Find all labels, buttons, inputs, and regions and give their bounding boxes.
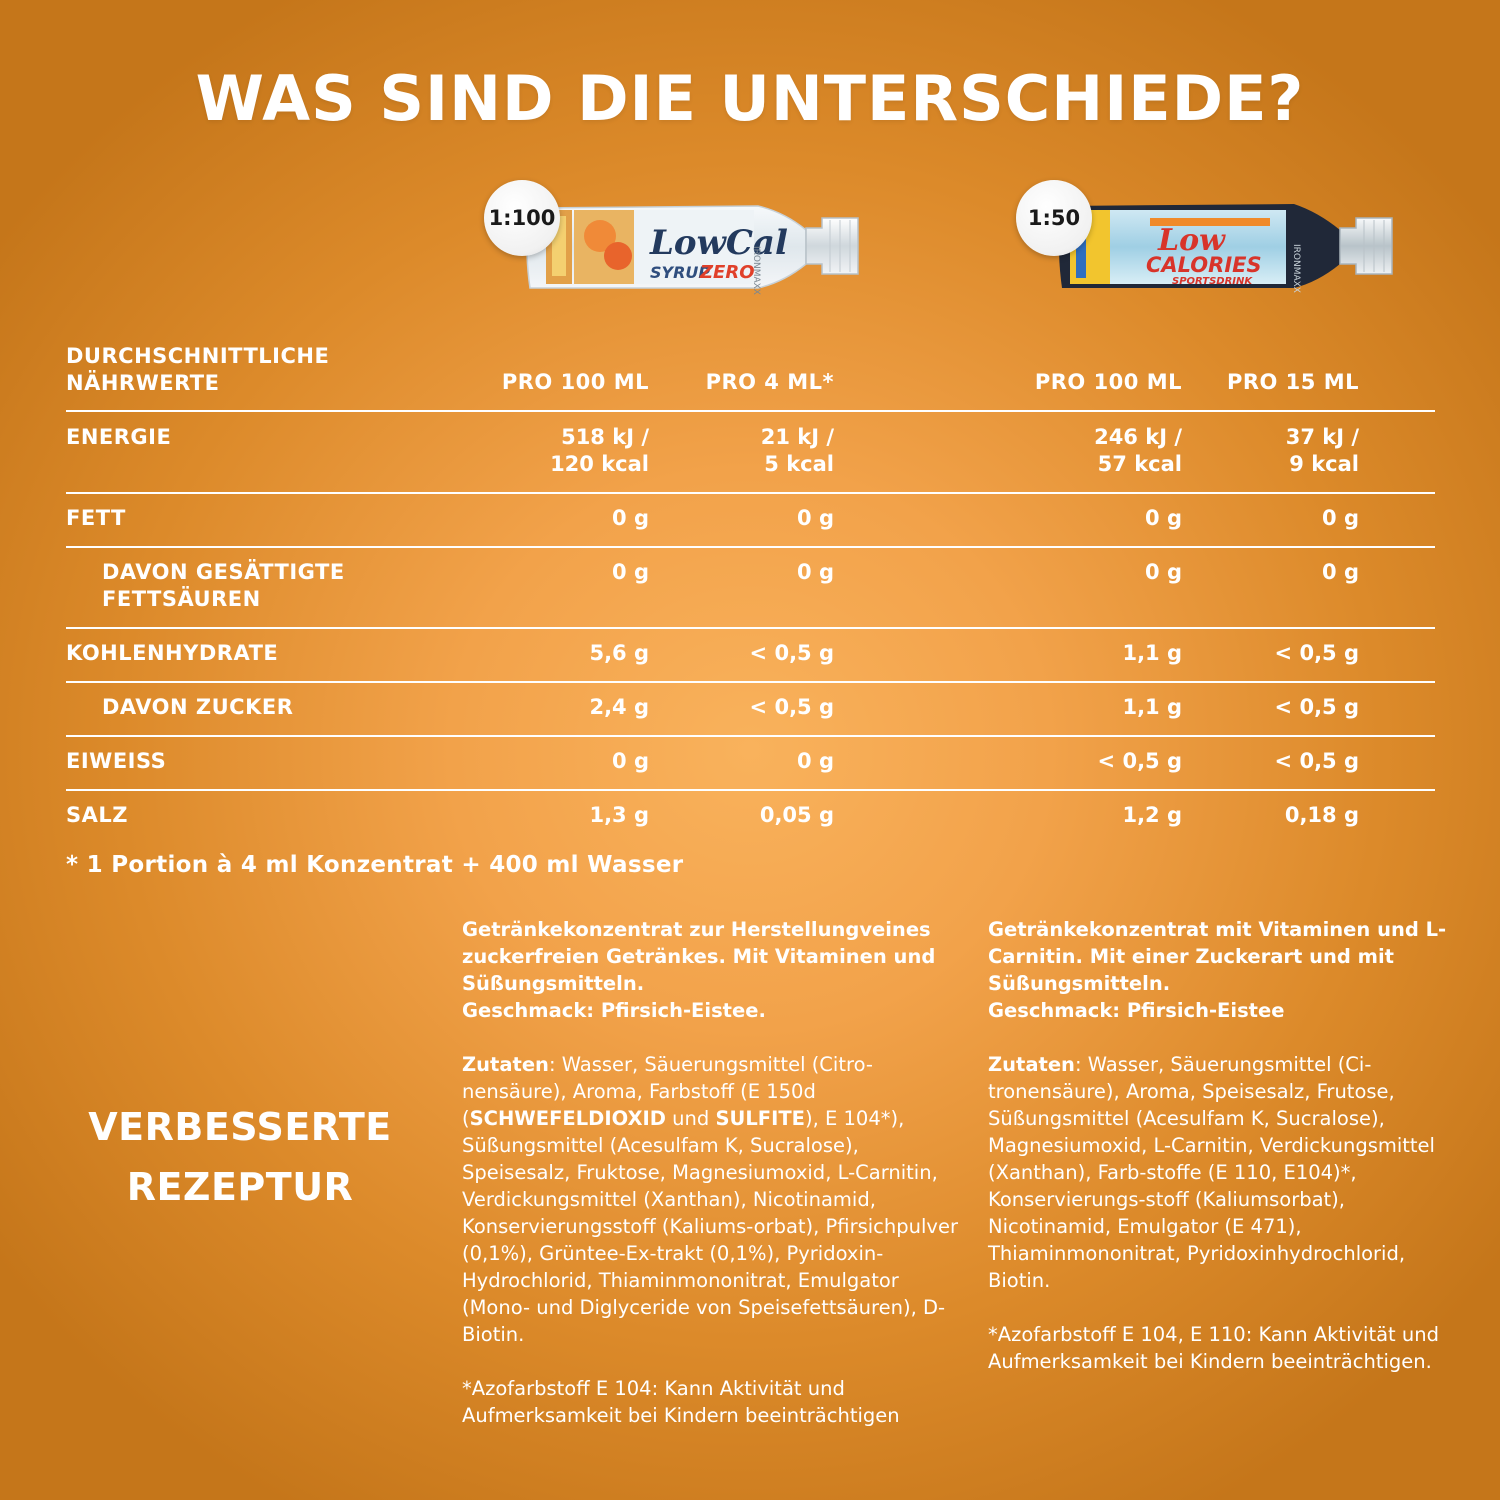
cell-value: 0 g (612, 506, 649, 530)
cell-value: < 0,5 g (749, 695, 834, 719)
low-calories-bottle-image: Low CALORIES SPORTSDRINK IRONMAXX (1059, 204, 1393, 293)
cell-value: 0,05 g (759, 803, 834, 827)
row-label: ENERGIE (66, 425, 172, 449)
description-lowcal: Getränkekonzentrat zur Herstellungveines… (462, 916, 972, 1456)
cell-value: 0 g (612, 560, 649, 584)
cell-value: 21 kJ / 5 kcal (760, 425, 834, 476)
cell-value: 2,4 g (589, 695, 649, 719)
cell-value: 0 g (612, 749, 649, 773)
description-taste: Geschmack: Pfirsich-Eistee. (462, 999, 766, 1022)
ratio-badge: 1:100 (484, 180, 560, 256)
row-label: FETT (66, 506, 126, 530)
cell-value: 1,1 g (1122, 641, 1182, 665)
brand-sub2-text: SPORTSDRINK (1172, 276, 1253, 287)
improved-recipe-heading: VERBESSERTE REZEPTUR (40, 1097, 440, 1217)
cell-value: < 0,5 g (1097, 749, 1182, 773)
allergen-sulfur-dioxide: SCHWEFELDIOXID (469, 1107, 666, 1130)
column-header-3: PRO 100 ML (1034, 370, 1182, 394)
description-intro: Getränkekonzentrat mit Vitaminen und L-C… (988, 918, 1447, 995)
row-divider (66, 492, 1435, 494)
product-lowcal-syrup-zero: 1:100 LowCal SYRUP ZERO IRONMAXX (484, 180, 862, 308)
cell-value: 0 g (797, 560, 834, 584)
cell-value: < 0,5 g (1274, 695, 1359, 719)
cell-value: 0 g (1145, 506, 1182, 530)
cell-value: 1,3 g (589, 803, 649, 827)
cell-value: 0 g (1145, 560, 1182, 584)
brand-sub2-text: ZERO (699, 262, 755, 283)
product-low-calories-sportsdrink: 1:50 Low CALORIES SPORTSDRINK IRONMAXX (1016, 180, 1396, 308)
cell-value: 518 kJ / 120 kcal (550, 425, 649, 476)
row-divider (66, 681, 1435, 683)
row-label: DAVON ZUCKER (102, 695, 294, 719)
row-divider (66, 627, 1435, 629)
row-label: DAVON GESÄTTIGTE FETTSÄUREN (102, 560, 345, 611)
ingredients-part-3: ), E 104*), Süßungsmittel (Acesulfam K, … (462, 1107, 958, 1346)
side-brand-text: IRONMAXX (1291, 244, 1301, 293)
cell-value: 0 g (1322, 560, 1359, 584)
cell-value: 0,18 g (1284, 803, 1359, 827)
cell-value: 1,1 g (1122, 695, 1182, 719)
row-divider (66, 789, 1435, 791)
row-label: SALZ (66, 803, 128, 827)
column-header-4: PRO 15 ML (1226, 370, 1359, 394)
row-divider (66, 546, 1435, 548)
ingredients-label: Zutaten (462, 1053, 549, 1076)
azo-dye-note: *Azofarbstoff E 104, E 110: Kann Aktivit… (988, 1323, 1439, 1373)
description-intro: Getränkekonzentrat zur Herstellungveines… (462, 918, 936, 995)
ingredients-part-2: und (665, 1107, 716, 1130)
azo-dye-note: *Azofarbstoff E 104: Kann Aktivität und … (462, 1377, 900, 1427)
cell-value: 37 kJ / 9 kcal (1285, 425, 1359, 476)
table-header-divider (66, 410, 1435, 412)
portion-footnote: * 1 Portion à 4 ml Konzentrat + 400 ml W… (66, 852, 684, 878)
ingredients-text: Zutaten: Wasser, Säuerungsmittel (Citro-… (462, 1051, 972, 1348)
cell-value: < 0,5 g (1274, 749, 1359, 773)
cell-value: < 0,5 g (749, 641, 834, 665)
header-label-line-1: DURCHSCHNITTLICHE (66, 344, 330, 368)
description-low-calories: Getränkekonzentrat mit Vitaminen und L-C… (988, 916, 1454, 1402)
header-label-line-2: NÄHRWERTE (66, 371, 220, 395)
row-divider (66, 735, 1435, 737)
row-label: EIWEISS (66, 749, 167, 773)
ingredients-part-1: : Wasser, Säuerungsmittel (Citro-nensäur… (462, 1053, 873, 1130)
ingredients-text: Zutaten: Wasser, Säuerungsmittel (Ci-tro… (988, 1051, 1454, 1294)
column-header-1: PRO 100 ML (501, 370, 649, 394)
table-header-label: DURCHSCHNITTLICHE NÄHRWERTE (66, 343, 329, 397)
cell-value: 1,2 g (1122, 803, 1182, 827)
brand-sub-text: SYRUP (650, 263, 710, 282)
ratio-badge: 1:50 (1016, 180, 1092, 256)
cell-value: < 0,5 g (1274, 641, 1359, 665)
cell-value: 246 kJ / 57 kcal (1094, 425, 1182, 476)
row-label: KOHLENHYDRATE (66, 641, 279, 665)
cell-value: 0 g (797, 506, 834, 530)
side-brand-text: IRONMAXX (751, 246, 761, 295)
allergen-sulfites: SULFITE (715, 1107, 805, 1130)
description-taste: Geschmack: Pfirsich-Eistee (988, 999, 1285, 1022)
brand-text: Low (1157, 223, 1226, 258)
brand-sub-text: CALORIES (1146, 253, 1262, 277)
improved-recipe-line-2: REZEPTUR (126, 1165, 354, 1209)
improved-recipe-line-1: VERBESSERTE (88, 1105, 392, 1149)
ingredients-part-1: : Wasser, Säuerungsmittel (Ci-tronensäur… (988, 1053, 1435, 1292)
ingredients-label: Zutaten (988, 1053, 1075, 1076)
cell-value: 5,6 g (589, 641, 649, 665)
cell-value: 0 g (1322, 506, 1359, 530)
cell-value: 0 g (797, 749, 834, 773)
lowcal-syrup-bottle-image: LowCal SYRUP ZERO IRONMAXX (526, 205, 859, 295)
brand-text: LowCal (649, 223, 788, 263)
page-title: WAS SIND DIE UNTERSCHIEDE? (195, 62, 1305, 135)
column-header-2: PRO 4 ML* (705, 370, 834, 394)
